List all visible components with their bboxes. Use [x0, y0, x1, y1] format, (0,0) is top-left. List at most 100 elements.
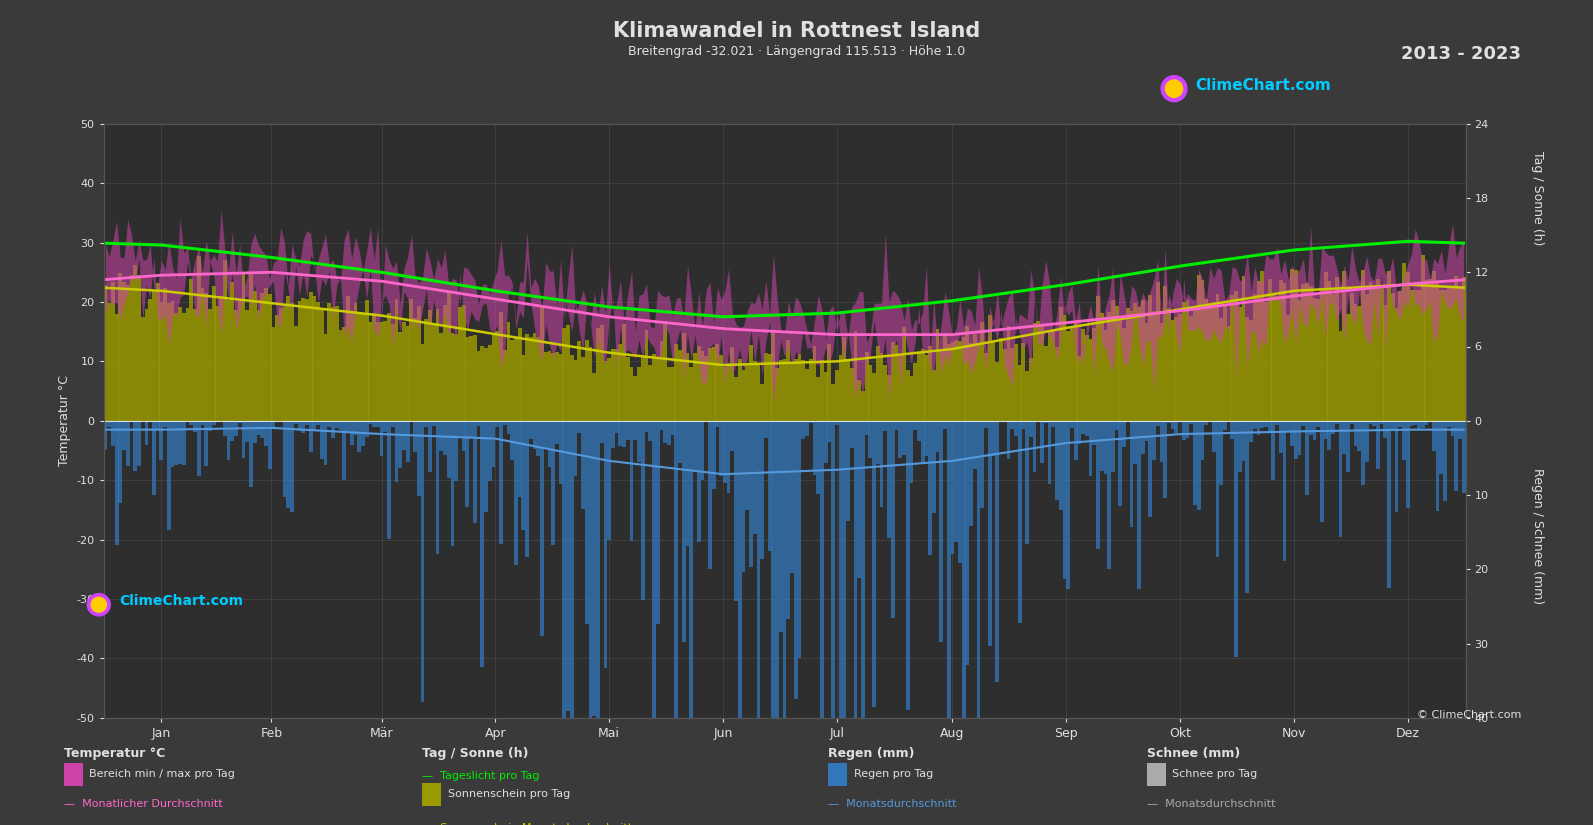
Bar [1026, 371, 1029, 421]
Bar [768, 421, 771, 551]
Text: ClimeChart.com: ClimeChart.com [1195, 78, 1330, 93]
Bar [1196, 421, 1201, 510]
Bar [1219, 421, 1223, 485]
Bar [1085, 335, 1088, 421]
Bar [1082, 421, 1085, 434]
Bar [1249, 319, 1254, 421]
Bar [1263, 302, 1268, 421]
Bar [890, 421, 895, 618]
Bar [384, 321, 387, 421]
Bar [253, 421, 256, 442]
Text: —  Monatsdurchschnitt: — Monatsdurchschnitt [1147, 799, 1276, 808]
Bar [660, 421, 663, 430]
Bar [723, 421, 726, 483]
Bar [693, 353, 696, 421]
Bar [954, 340, 957, 421]
Bar [645, 421, 648, 431]
Bar [249, 421, 253, 488]
Bar [671, 421, 674, 436]
Bar [1063, 315, 1066, 421]
Bar [454, 334, 459, 421]
Bar [846, 421, 851, 521]
Bar [551, 353, 554, 421]
Bar [1032, 421, 1037, 472]
Bar [935, 329, 940, 421]
Bar [1093, 328, 1096, 421]
Bar [1157, 421, 1160, 426]
Bar [1313, 421, 1316, 440]
Bar [1282, 421, 1287, 561]
Bar [771, 421, 776, 792]
Bar [787, 340, 790, 421]
Bar [515, 338, 518, 421]
Bar [209, 309, 212, 421]
Bar [1360, 270, 1365, 421]
Circle shape [1161, 76, 1187, 101]
Bar [757, 363, 760, 421]
Bar [1018, 421, 1021, 623]
Bar [226, 421, 231, 460]
Bar [201, 421, 204, 425]
Bar [421, 344, 424, 421]
Bar [712, 421, 715, 489]
Bar [940, 421, 943, 642]
Bar [860, 391, 865, 421]
Bar [879, 353, 884, 421]
Bar [593, 373, 596, 421]
Bar [1435, 283, 1440, 421]
Bar [215, 305, 220, 421]
Bar [593, 421, 596, 716]
Bar [421, 421, 424, 702]
Bar [742, 370, 746, 421]
Bar [215, 421, 220, 422]
Bar [335, 421, 339, 428]
Bar [551, 421, 554, 544]
Bar [1276, 421, 1279, 425]
Bar [1145, 323, 1149, 421]
Bar [570, 355, 573, 421]
Bar [1182, 421, 1185, 441]
Bar [446, 292, 451, 421]
Bar [1458, 286, 1462, 421]
Bar [323, 421, 328, 465]
Bar [1190, 316, 1193, 421]
Bar [562, 328, 566, 421]
Bar [984, 421, 988, 428]
Bar [1157, 282, 1160, 421]
Bar [1107, 421, 1110, 569]
Bar [857, 380, 862, 421]
Bar [409, 421, 413, 422]
Bar [887, 421, 890, 539]
Bar [667, 367, 671, 421]
Bar [1032, 323, 1037, 421]
Bar [487, 421, 492, 481]
Bar [969, 421, 973, 526]
Bar [459, 307, 462, 421]
Bar [395, 299, 398, 421]
Bar [298, 421, 301, 431]
Bar [1160, 421, 1163, 461]
Bar [1129, 312, 1134, 421]
Bar [376, 421, 379, 427]
Bar [977, 421, 981, 792]
Bar [918, 421, 921, 441]
Bar [1257, 421, 1260, 435]
Bar [1451, 288, 1454, 421]
Bar [707, 348, 712, 421]
Bar [1241, 276, 1246, 421]
Bar [365, 421, 368, 436]
Bar [957, 421, 962, 563]
Bar [779, 360, 782, 421]
Bar [1357, 421, 1360, 451]
Bar [1149, 295, 1152, 421]
Bar [890, 342, 895, 421]
Bar [1118, 421, 1123, 507]
Bar [339, 421, 342, 430]
Bar [656, 358, 660, 421]
Bar [126, 421, 129, 465]
Bar [746, 364, 749, 421]
Bar [712, 346, 715, 421]
Bar [1227, 326, 1230, 421]
Bar [988, 315, 992, 421]
Bar [182, 314, 186, 421]
